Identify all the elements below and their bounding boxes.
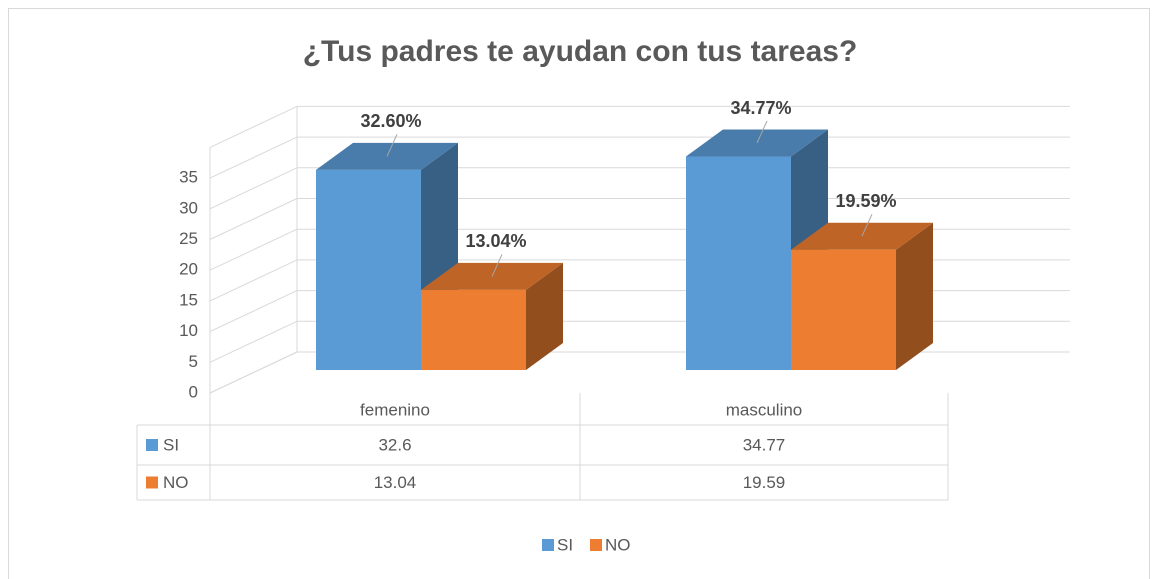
grid-line xyxy=(209,198,298,240)
table-series-name: NO xyxy=(163,473,189,492)
x-tick-label: femenino xyxy=(360,400,430,419)
table-legend-key xyxy=(146,476,158,489)
legend-label: NO xyxy=(605,535,631,554)
leader-line xyxy=(491,254,503,277)
table-legend-key xyxy=(146,439,158,451)
data-label: 34.77% xyxy=(730,98,791,118)
y-tick-label: 30 xyxy=(179,198,198,217)
grid-line xyxy=(209,351,298,394)
legend-label: SI xyxy=(557,535,573,554)
bar xyxy=(421,289,526,370)
table-value: 19.59 xyxy=(743,473,786,492)
bar xyxy=(316,169,421,370)
legend-key xyxy=(590,539,602,551)
leader-line xyxy=(861,214,873,237)
chart-border xyxy=(8,8,1150,579)
table-value: 13.04 xyxy=(374,473,417,492)
y-tick-label: 20 xyxy=(179,260,198,279)
bar xyxy=(791,249,896,370)
y-tick-label: 5 xyxy=(189,352,198,371)
grid-line xyxy=(209,320,298,363)
leader-line xyxy=(386,134,398,157)
x-tick-label: masculino xyxy=(726,400,803,419)
data-label: 19.59% xyxy=(835,191,896,211)
grid-line xyxy=(209,290,298,333)
table-value: 32.6 xyxy=(378,435,411,454)
legend-key xyxy=(542,539,554,551)
bar xyxy=(686,156,791,370)
grid-line xyxy=(209,228,298,271)
table-value: 34.77 xyxy=(743,435,786,454)
y-tick-label: 15 xyxy=(179,290,198,309)
y-tick-label: 10 xyxy=(179,321,198,340)
bar-side xyxy=(896,222,933,370)
leader-line xyxy=(756,120,768,144)
chart-title: ¿Tus padres te ayudan con tus tareas? xyxy=(303,35,858,68)
y-tick-label: 35 xyxy=(179,168,198,187)
y-tick-label: 0 xyxy=(189,382,198,401)
grid-line xyxy=(209,167,298,210)
table-series-name: SI xyxy=(163,435,179,454)
grid-line xyxy=(209,259,298,302)
bar-side xyxy=(526,262,563,370)
grid-line xyxy=(209,136,298,179)
wall-top xyxy=(209,105,298,148)
data-label: 13.04% xyxy=(465,231,526,251)
data-label: 32.60% xyxy=(360,111,421,131)
y-tick-label: 25 xyxy=(179,229,198,248)
